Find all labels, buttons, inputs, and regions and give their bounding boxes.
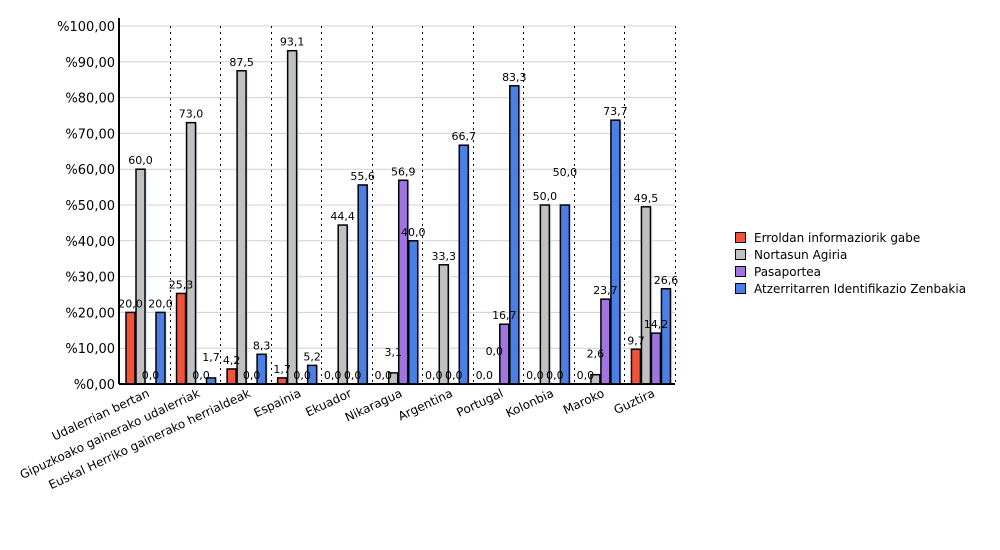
data-label: 20,0	[118, 297, 143, 310]
data-label: 0,0	[192, 369, 210, 382]
data-label: 4,2	[223, 354, 241, 367]
bar	[236, 70, 247, 385]
bar	[407, 240, 419, 385]
data-label: 93,1	[280, 36, 305, 49]
data-label: 0,0	[374, 369, 392, 382]
y-tick-label: %30,00	[65, 271, 115, 286]
data-label: 83,3	[502, 71, 527, 84]
data-label: 0,0	[243, 369, 261, 382]
legend: Erroldan informaziorik gabe Nortasun Agi…	[735, 229, 966, 297]
bar	[125, 311, 136, 385]
data-label: 16,7	[492, 309, 517, 322]
bar	[438, 264, 450, 385]
data-label: 50,0	[553, 166, 578, 179]
data-label: 1,7	[273, 363, 291, 376]
bar	[660, 288, 672, 385]
data-label: 1,7	[202, 351, 220, 364]
bar	[650, 332, 662, 385]
x-tick-label: Euskal Herriko gainerako herrialdeak	[46, 386, 252, 492]
data-label: 20,0	[148, 297, 173, 310]
data-label: 66,7	[452, 130, 477, 143]
x-tick-label: Maroko	[561, 386, 606, 417]
bar	[175, 292, 187, 385]
bar	[286, 49, 298, 385]
bar	[185, 121, 197, 385]
bar	[610, 119, 621, 385]
legend-item: Pasaportea	[735, 263, 966, 280]
data-label: 14,2	[644, 318, 669, 331]
data-label: 8,3	[253, 339, 271, 352]
legend-label: Nortasun Agiria	[754, 247, 848, 262]
y-tick-label: %100,00	[57, 20, 115, 35]
y-tick-label: %50,00	[65, 199, 115, 214]
legend-swatch	[735, 283, 746, 294]
data-label: 9,7	[627, 334, 645, 347]
data-label: 26,6	[654, 274, 679, 287]
data-label: 0,0	[425, 369, 443, 382]
y-tick-label: %40,00	[65, 235, 115, 250]
bar	[135, 168, 146, 385]
bar	[337, 224, 348, 385]
data-label: 60,0	[128, 154, 153, 167]
bar	[357, 184, 368, 385]
data-label: 0,0	[476, 369, 494, 382]
data-label: 0,0	[293, 369, 311, 382]
data-label: 0,0	[526, 369, 544, 382]
legend-item: Erroldan informaziorik gabe	[735, 229, 966, 246]
bar	[539, 204, 551, 385]
data-label: 0,0	[344, 369, 362, 382]
data-label: 0,0	[546, 369, 564, 382]
bar	[559, 204, 571, 385]
x-tick-label: Guztira	[612, 386, 657, 417]
data-label: 2,6	[587, 348, 605, 361]
bar	[226, 368, 237, 385]
bar	[640, 206, 652, 385]
y-tick-label: %20,00	[65, 306, 115, 321]
data-label: 56,9	[391, 165, 416, 178]
bar	[509, 85, 520, 385]
legend-label: Erroldan informaziorik gabe	[754, 230, 921, 245]
data-label: 49,5	[634, 192, 659, 205]
data-label: 40,0	[401, 226, 426, 239]
data-label: 73,7	[603, 105, 628, 118]
y-tick-label: %70,00	[65, 127, 115, 142]
data-label: 87,5	[229, 56, 254, 69]
legend-item: Atzerritarren Identifikazio Zenbakia	[735, 280, 966, 297]
bar	[630, 348, 642, 385]
y-tick-label: %90,00	[65, 56, 115, 71]
y-tick-label: %60,00	[65, 163, 115, 178]
x-tick-label: Espainia	[252, 386, 304, 420]
y-tick-label: %10,00	[65, 342, 115, 357]
data-label: 50,0	[533, 190, 558, 203]
y-tick-label: %80,00	[65, 92, 115, 107]
x-tick-label: Kolonbia	[504, 386, 556, 420]
data-label: 44,4	[330, 210, 355, 223]
data-label: 23,7	[593, 284, 618, 297]
x-tick-label: Nikaragua	[343, 386, 404, 425]
y-tick-label: %0,00	[74, 378, 115, 393]
bar	[600, 298, 611, 385]
data-label: 3,1	[384, 346, 402, 359]
data-label: 0,0	[445, 369, 463, 382]
data-label: 0,0	[142, 369, 160, 382]
data-label: 0,0	[486, 345, 504, 358]
data-label: 5,2	[303, 350, 321, 363]
legend-swatch	[735, 232, 746, 243]
legend-swatch	[735, 249, 746, 260]
data-label: 73,0	[179, 108, 204, 121]
data-label: 55,6	[350, 170, 375, 183]
legend-item: Nortasun Agiria	[735, 246, 966, 263]
data-label: 33,3	[432, 250, 457, 263]
legend-label: Atzerritarren Identifikazio Zenbakia	[754, 281, 967, 296]
legend-swatch	[735, 266, 746, 277]
data-label: 0,0	[324, 369, 342, 382]
data-label: 0,0	[577, 369, 595, 382]
bar	[458, 144, 470, 385]
data-label: 25,3	[169, 278, 194, 291]
legend-label: Pasaportea	[754, 264, 821, 279]
x-tick-label: Portugal	[454, 386, 505, 420]
x-tick-label: Argentina	[396, 386, 455, 423]
